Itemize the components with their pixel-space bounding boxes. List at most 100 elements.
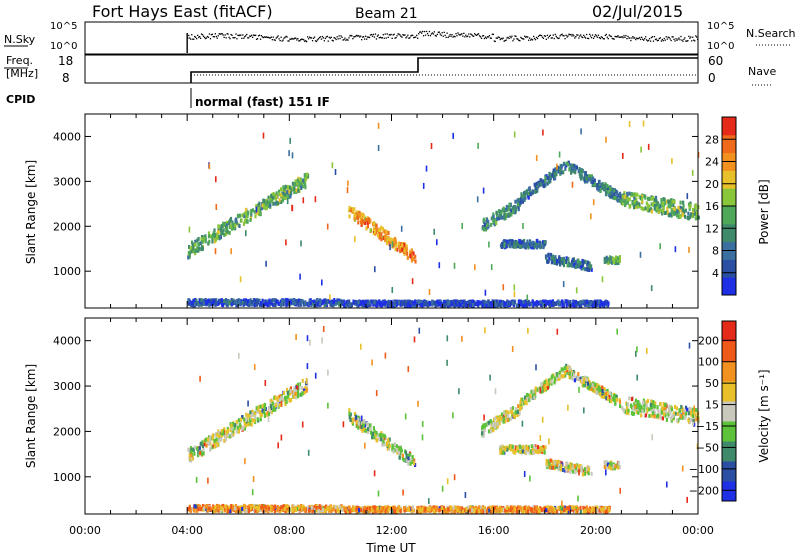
power-cell-9 — [232, 300, 235, 305]
velocity-cell-2 — [484, 422, 488, 427]
power-cell-0 — [255, 210, 258, 215]
velocity-cell-1 — [373, 435, 376, 440]
power-cell-3 — [520, 194, 523, 199]
power-cell-1 — [376, 233, 380, 238]
power-cell-5 — [633, 205, 636, 210]
nsky-point — [482, 35, 485, 37]
power-cell-5 — [624, 203, 627, 208]
nsky-point — [607, 38, 609, 40]
power-echo — [245, 230, 247, 237]
power-cell-0 — [196, 238, 199, 243]
power-cell-4 — [571, 167, 574, 172]
nsky-point — [407, 34, 409, 36]
velocity-cell-1 — [355, 415, 358, 420]
power-cell-0 — [278, 192, 281, 197]
power-cell-4 — [580, 176, 583, 181]
power-cell-10 — [452, 300, 455, 305]
nsky-point — [462, 35, 464, 37]
velocity-cell-1 — [366, 421, 369, 426]
power-cell-1 — [379, 228, 382, 233]
velocity-cell-4 — [581, 378, 584, 383]
power-cell-1 — [374, 227, 377, 232]
nsky-point — [675, 38, 677, 40]
nsky-point — [665, 36, 667, 38]
power-echo — [502, 284, 505, 291]
power-cell-2 — [516, 198, 519, 203]
velocity-cell-1 — [405, 454, 408, 459]
power-cell-9 — [250, 302, 253, 307]
velocity-cell-0 — [237, 418, 240, 423]
nsky-point — [550, 37, 552, 39]
nsky-point — [303, 39, 305, 41]
velocity-cell-0 — [269, 409, 272, 414]
velocity-cell-4 — [579, 379, 582, 384]
power-cell-2 — [508, 202, 511, 207]
power-cell-5 — [660, 198, 663, 202]
nsky-point — [591, 34, 594, 36]
nsearch-tick-high: 10^5 — [707, 21, 734, 32]
velocity-cell-1 — [363, 422, 366, 427]
power-cell-5 — [669, 204, 672, 209]
power-cell-9 — [215, 298, 218, 303]
power-echo — [575, 287, 578, 294]
power-cell-10 — [573, 300, 576, 305]
power-echo — [430, 143, 433, 149]
power-cell-0 — [188, 245, 191, 249]
power-cell-2 — [492, 214, 495, 219]
nsky-point — [486, 36, 489, 38]
velocity-cell-0 — [257, 405, 260, 410]
nsky-point — [349, 35, 351, 37]
velocity-cell-5 — [693, 422, 696, 427]
nsky-point — [327, 40, 329, 42]
nsky-point — [437, 31, 439, 33]
power-cell-0 — [211, 239, 214, 244]
nsky-point — [677, 38, 679, 40]
power-cell-0 — [196, 246, 199, 251]
power-cell-5 — [650, 196, 653, 201]
velocity-cell-9 — [312, 505, 316, 510]
nsky-point — [440, 34, 442, 36]
nsky-point — [282, 39, 284, 41]
nsky-point — [542, 37, 545, 39]
nsky-point — [223, 36, 225, 38]
power-cell-1 — [389, 237, 392, 242]
nsky-point — [609, 35, 611, 37]
power-cell-6 — [517, 244, 520, 249]
nsky-point — [330, 36, 332, 38]
nsky-point — [523, 38, 525, 40]
nsky-point — [271, 39, 273, 41]
nsky-point — [612, 38, 614, 40]
power-cell-5 — [679, 206, 682, 211]
nsky-point — [252, 36, 254, 38]
power-echo — [590, 213, 592, 220]
power-echo — [346, 187, 349, 194]
power-cell-0 — [299, 177, 302, 182]
nsky-point — [623, 35, 625, 37]
velocity-cell-1 — [391, 447, 394, 452]
power-cell-6 — [528, 239, 532, 244]
nsky-point — [627, 35, 629, 38]
velocity-cell-1 — [409, 452, 412, 457]
nsky-point — [629, 37, 631, 39]
velocity-cell-7 — [552, 462, 555, 467]
velocity-cell-0 — [203, 442, 206, 447]
power-cell-10 — [584, 302, 587, 307]
velocity-cell-6 — [526, 447, 529, 452]
velocity-cell-2 — [497, 416, 500, 421]
power-echo — [286, 198, 289, 205]
power-cell-1 — [402, 248, 406, 253]
velocity-cell-5 — [649, 402, 653, 407]
power-cell-9 — [313, 303, 316, 308]
velocity-cell-7 — [549, 458, 552, 463]
power-cell-0 — [234, 218, 237, 223]
power-cell-10 — [409, 300, 413, 305]
nsky-point — [448, 35, 450, 37]
nsky-point — [470, 33, 472, 35]
nsky-point — [321, 35, 324, 38]
power-cell-7 — [575, 261, 578, 266]
power-cell-1 — [364, 221, 367, 226]
nsky-point — [300, 39, 302, 41]
nsky-point — [247, 37, 249, 39]
power-cell-9 — [214, 302, 217, 307]
